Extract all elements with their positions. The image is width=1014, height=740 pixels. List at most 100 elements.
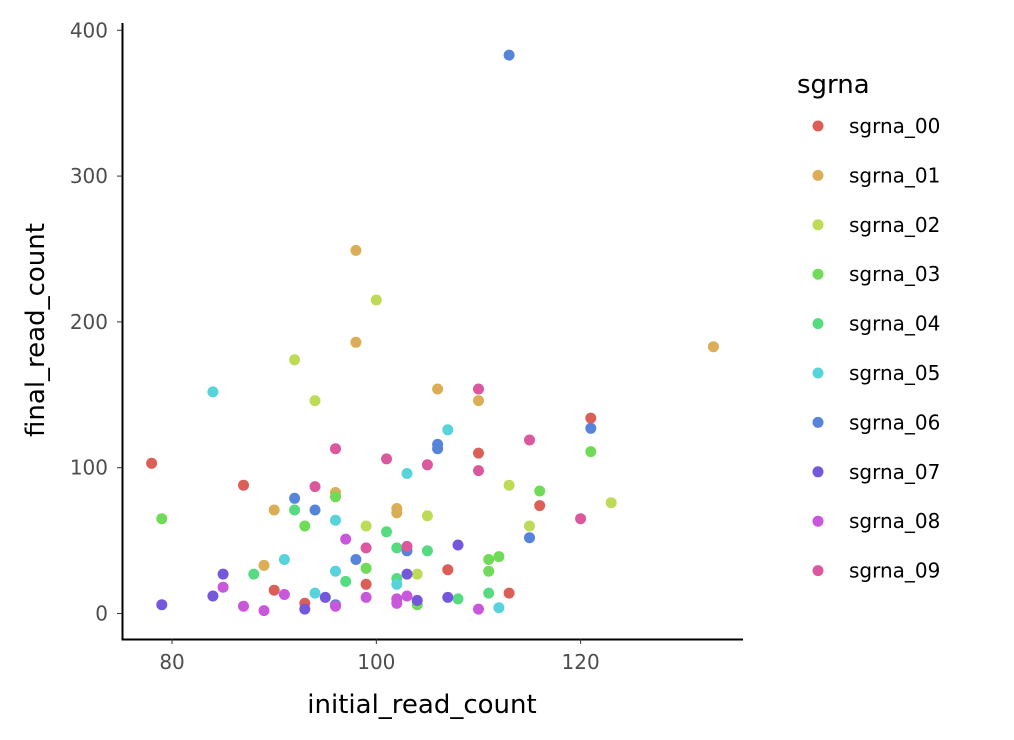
data-point-sgrna_08-3 <box>278 589 290 600</box>
legend-title: sgrna <box>797 70 870 100</box>
legend: sgrna sgrna_00 sgrna_01 sgrna_02 sgrna_03sg… <box>797 70 940 583</box>
legend-swatch-sgrna_03 <box>812 268 824 280</box>
data-point-sgrna_06-9 <box>585 422 597 434</box>
data-point-sgrna_02-6 <box>503 479 515 491</box>
data-point-sgrna_09-1 <box>330 443 341 455</box>
data-point-sgrna_03-3 <box>360 562 372 574</box>
data-point-sgrna_06-6 <box>432 443 444 455</box>
data-point-sgrna_01-8 <box>473 395 484 407</box>
legend-label-sgrna_08: sgrna_08 <box>849 509 940 533</box>
data-point-sgrna_00-6 <box>473 447 484 459</box>
data-point-sgrna_02-1 <box>309 395 321 407</box>
legend-label-sgrna_04: sgrna_04 <box>849 312 940 336</box>
y-tick-label-200: 200 <box>70 310 108 334</box>
data-point-sgrna_01-9 <box>707 341 719 353</box>
x-tick-label-100: 100 <box>357 650 395 674</box>
legend-label-sgrna_01: sgrna_01 <box>849 163 940 187</box>
data-point-sgrna_06-1 <box>309 504 321 516</box>
data-point-sgrna_02-4 <box>411 568 423 580</box>
y-tick-label-100: 100 <box>70 456 108 480</box>
data-point-sgrna_09-0 <box>309 481 321 493</box>
x-tick-label-80: 80 <box>159 650 184 674</box>
legend-label-sgrna_07: sgrna_07 <box>849 460 940 484</box>
data-point-sgrna_09-4 <box>401 540 413 552</box>
data-point-sgrna_06-8 <box>524 532 535 544</box>
data-point-sgrna_00-2 <box>268 584 280 596</box>
data-point-sgrna_04-8 <box>483 587 495 599</box>
data-point-sgrna_05-8 <box>493 602 505 614</box>
legend-swatch-sgrna_02 <box>812 219 824 231</box>
data-point-sgrna_00-4 <box>360 578 372 590</box>
data-point-sgrna_09-8 <box>524 434 535 446</box>
data-point-sgrna_08-8 <box>391 597 403 609</box>
data-point-sgrna_07-2 <box>217 568 229 580</box>
legend-swatch-sgrna_09 <box>812 565 824 577</box>
data-point-sgrna_04-0 <box>248 568 260 580</box>
data-point-sgrna_01-1 <box>268 504 280 516</box>
data-point-sgrna_00-5 <box>442 564 454 576</box>
data-point-sgrna_01-7 <box>432 383 444 395</box>
data-point-sgrna_07-6 <box>411 594 423 606</box>
data-point-sgrna_04-4 <box>391 542 403 554</box>
legend-label-sgrna_02: sgrna_02 <box>849 213 940 237</box>
series-sgrna_00 <box>146 412 597 609</box>
y-tick-label-300: 300 <box>70 164 108 188</box>
data-point-sgrna_09-5 <box>421 459 433 471</box>
data-point-sgrna_06-3 <box>350 554 362 565</box>
data-point-sgrna_05-4 <box>330 565 341 577</box>
data-point-sgrna_02-8 <box>605 497 617 509</box>
data-point-sgrna_03-0 <box>156 513 168 525</box>
data-point-sgrna_07-4 <box>319 591 331 603</box>
legend-swatch-sgrna_06 <box>812 416 824 428</box>
data-point-sgrna_09-9 <box>575 513 587 525</box>
legend-swatch-sgrna_07 <box>812 466 824 478</box>
legend-label-sgrna_09: sgrna_09 <box>849 559 940 583</box>
data-point-sgrna_09-6 <box>473 383 484 395</box>
data-point-sgrna_03-1 <box>299 520 311 532</box>
series-sgrna_07 <box>156 539 464 615</box>
data-point-sgrna_08-10 <box>473 603 484 615</box>
data-point-sgrna_07-1 <box>207 590 219 602</box>
y-tick-labels: 0 100 200 300 400 <box>70 18 122 625</box>
data-point-sgrna_04-1 <box>289 504 301 516</box>
data-point-sgrna_03-7 <box>493 551 505 563</box>
data-point-sgrna_02-7 <box>524 520 535 532</box>
data-point-sgrna_03-5 <box>483 554 495 565</box>
data-point-sgrna_06-0 <box>289 492 301 504</box>
data-point-sgrna_05-0 <box>207 386 219 398</box>
data-point-sgrna_04-2 <box>340 575 352 587</box>
legend-swatch-sgrna_04 <box>812 318 824 330</box>
data-point-sgrna_01-4 <box>350 336 362 348</box>
series-sgrna_04 <box>248 504 495 605</box>
data-point-sgrna_02-0 <box>289 354 301 366</box>
data-point-sgrna_05-7 <box>442 424 454 436</box>
data-point-sgrna_07-8 <box>452 539 464 551</box>
data-point-sgrna_03-6 <box>483 565 495 577</box>
data-point-sgrna_04-7 <box>452 593 464 605</box>
data-point-sgrna_01-6 <box>391 507 403 519</box>
x-tick-labels: 80 100 120 <box>159 639 600 674</box>
data-point-sgrna_08-1 <box>238 600 249 612</box>
data-point-sgrna_08-5 <box>340 533 352 545</box>
series-sgrna_03 <box>156 446 597 611</box>
data-point-sgrna_08-9 <box>401 590 413 602</box>
data-point-sgrna_07-5 <box>401 568 413 580</box>
data-point-sgrna_05-6 <box>401 468 413 479</box>
data-point-sgrna_06-7 <box>503 49 515 61</box>
data-point-sgrna_00-1 <box>238 479 249 491</box>
data-point-sgrna_08-4 <box>330 600 341 612</box>
data-point-sgrna_00-8 <box>534 500 546 512</box>
data-point-sgrna_07-7 <box>442 591 454 603</box>
data-point-sgrna_05-1 <box>278 554 290 565</box>
data-point-sgrna_07-0 <box>156 599 168 611</box>
data-point-sgrna_08-6 <box>360 591 372 603</box>
data-point-sgrna_02-3 <box>370 294 382 306</box>
series-sgrna_05 <box>207 386 505 614</box>
series-sgrna_09 <box>309 383 587 554</box>
legend-swatch-sgrna_08 <box>812 515 824 527</box>
data-point-sgrna_09-3 <box>381 453 392 465</box>
data-point-sgrna_04-3 <box>381 526 392 538</box>
series-sgrna_06 <box>289 49 597 611</box>
y-tick-label-0: 0 <box>95 601 108 625</box>
